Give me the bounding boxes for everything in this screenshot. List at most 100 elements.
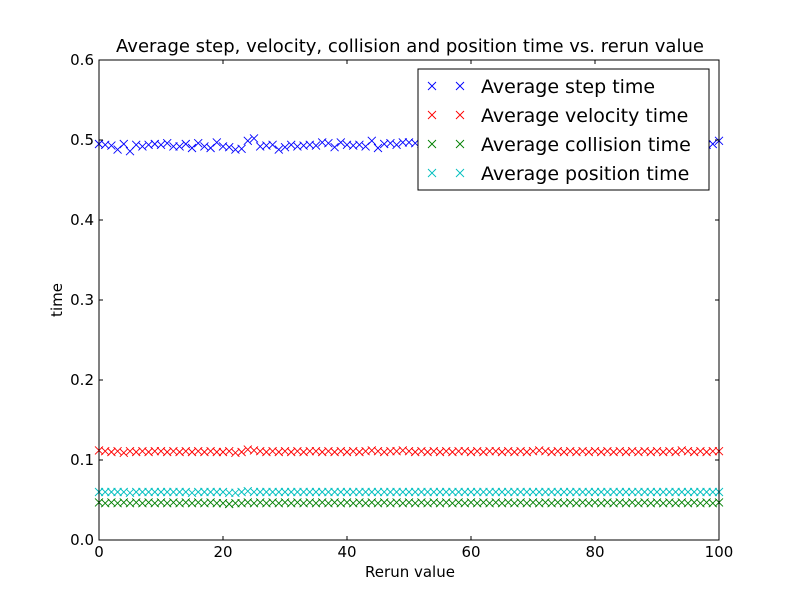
data-point	[708, 446, 718, 456]
data-point	[646, 487, 656, 497]
data-point	[652, 487, 662, 497]
data-point	[200, 142, 209, 151]
series-2-markers	[94, 498, 724, 509]
data-point	[162, 138, 172, 148]
y-tick-label: 0.0	[70, 531, 94, 549]
data-point	[379, 487, 389, 497]
data-point	[324, 138, 333, 148]
data-point	[671, 447, 680, 457]
data-point	[231, 498, 240, 508]
y-tick-label: 0.3	[70, 291, 94, 309]
data-point	[268, 487, 277, 497]
data-point	[578, 487, 587, 497]
data-point	[162, 487, 172, 497]
data-point	[224, 488, 234, 498]
legend-marker	[455, 139, 465, 149]
legend-item-2: Average collision time	[427, 134, 691, 156]
data-point	[392, 140, 401, 150]
data-point	[311, 487, 321, 497]
data-point	[553, 487, 563, 497]
data-point	[336, 138, 346, 147]
data-point	[590, 487, 600, 497]
data-point	[689, 487, 699, 497]
legend-marker	[427, 139, 437, 149]
data-point	[138, 487, 147, 497]
data-point	[150, 487, 160, 497]
data-point	[609, 487, 618, 497]
data-point	[565, 487, 575, 497]
series-3-markers	[94, 486, 724, 498]
data-point	[404, 487, 414, 497]
data-point	[262, 487, 271, 497]
data-point	[584, 487, 594, 497]
data-point	[274, 487, 284, 497]
x-tick-label: 80	[585, 543, 604, 561]
legend-item-0: Average step time	[427, 76, 655, 98]
data-point	[342, 487, 352, 497]
data-point	[317, 487, 327, 497]
data-point	[497, 487, 507, 497]
data-point	[410, 487, 420, 497]
data-point	[621, 487, 631, 497]
data-point	[367, 487, 377, 497]
data-point	[665, 487, 674, 497]
data-point	[193, 138, 203, 148]
data-point	[286, 140, 296, 150]
data-point	[107, 487, 116, 497]
data-point	[696, 487, 705, 497]
data-point	[243, 136, 253, 146]
data-point	[466, 487, 476, 497]
data-point	[212, 498, 222, 508]
data-point	[113, 446, 122, 456]
data-point	[417, 487, 426, 497]
data-point	[528, 487, 538, 497]
data-point	[429, 487, 439, 497]
data-point	[212, 487, 222, 497]
data-point	[131, 140, 141, 150]
data-point	[634, 487, 643, 497]
legend-label: Average step time	[481, 76, 655, 98]
legend-label: Average collision time	[481, 134, 691, 156]
data-point	[702, 487, 711, 497]
data-point	[286, 487, 296, 497]
data-point	[280, 142, 290, 152]
data-point	[534, 487, 544, 497]
data-point	[386, 487, 395, 497]
data-point	[454, 446, 463, 456]
data-point	[603, 487, 612, 497]
data-point	[193, 487, 203, 497]
legend: Average step time Average velocity time Av…	[417, 68, 710, 191]
x-tick-label: 20	[213, 543, 232, 561]
data-point	[441, 487, 451, 497]
data-point	[423, 487, 432, 497]
data-point	[156, 487, 166, 497]
data-point	[472, 487, 482, 497]
data-point	[131, 487, 141, 497]
data-point	[299, 487, 308, 497]
data-point	[627, 487, 637, 497]
data-point	[249, 487, 259, 497]
data-point	[187, 143, 197, 153]
data-point	[169, 487, 178, 497]
data-point	[336, 487, 346, 497]
data-point	[175, 487, 184, 497]
data-point	[293, 487, 302, 497]
y-tick-label: 0.6	[70, 51, 94, 69]
data-point	[212, 138, 222, 147]
legend-item-3: Average position time	[427, 163, 689, 185]
legend-frame	[417, 68, 710, 191]
data-point	[355, 140, 364, 150]
data-point	[683, 487, 693, 497]
data-point	[522, 487, 532, 497]
data-point	[348, 487, 358, 497]
data-point	[386, 138, 395, 148]
data-point	[559, 487, 569, 497]
data-point	[150, 446, 160, 456]
data-point	[156, 140, 166, 150]
data-point	[268, 140, 277, 150]
data-point	[144, 487, 153, 497]
x-tick-label: 60	[461, 543, 480, 561]
data-point	[596, 487, 606, 497]
